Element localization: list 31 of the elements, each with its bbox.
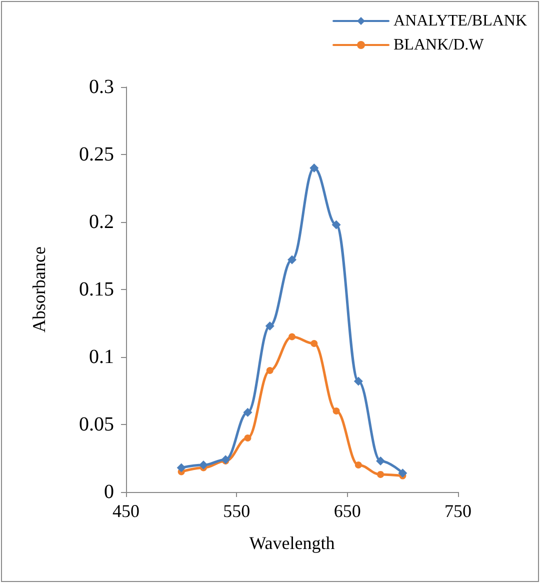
y-axis-title: Absorbance [29, 246, 49, 332]
point [243, 408, 252, 417]
x-tick-label: 750 [444, 501, 472, 521]
point [266, 367, 274, 374]
x-tick-label: 450 [112, 501, 140, 521]
point [265, 321, 274, 330]
point [332, 408, 340, 414]
point [288, 333, 296, 340]
x-axis-title: Wavelength [249, 533, 335, 553]
y-tick-label: 0.2 [89, 211, 114, 233]
y-tick-label: 0.1 [89, 346, 114, 368]
point [310, 164, 319, 172]
x-tick-label: 650 [334, 501, 361, 521]
legend-label: BLANK/D.W [394, 36, 485, 54]
point [288, 255, 296, 264]
legend-label: ANALYTE/BLANK [394, 12, 528, 30]
point [377, 470, 384, 478]
x-tick-label: 550 [223, 501, 250, 521]
point [310, 340, 318, 347]
point [354, 376, 363, 386]
y-tick-label: 0 [104, 481, 114, 503]
y-tick-label: 0.25 [79, 144, 114, 166]
y-tick-label: 0.3 [89, 76, 114, 98]
point [376, 456, 386, 466]
y-tick-label: 0.15 [79, 278, 114, 300]
point [398, 468, 408, 478]
point [332, 220, 341, 230]
point [176, 463, 186, 472]
point [354, 462, 362, 468]
point [244, 434, 252, 442]
y-tick-label: 0.05 [79, 414, 114, 436]
